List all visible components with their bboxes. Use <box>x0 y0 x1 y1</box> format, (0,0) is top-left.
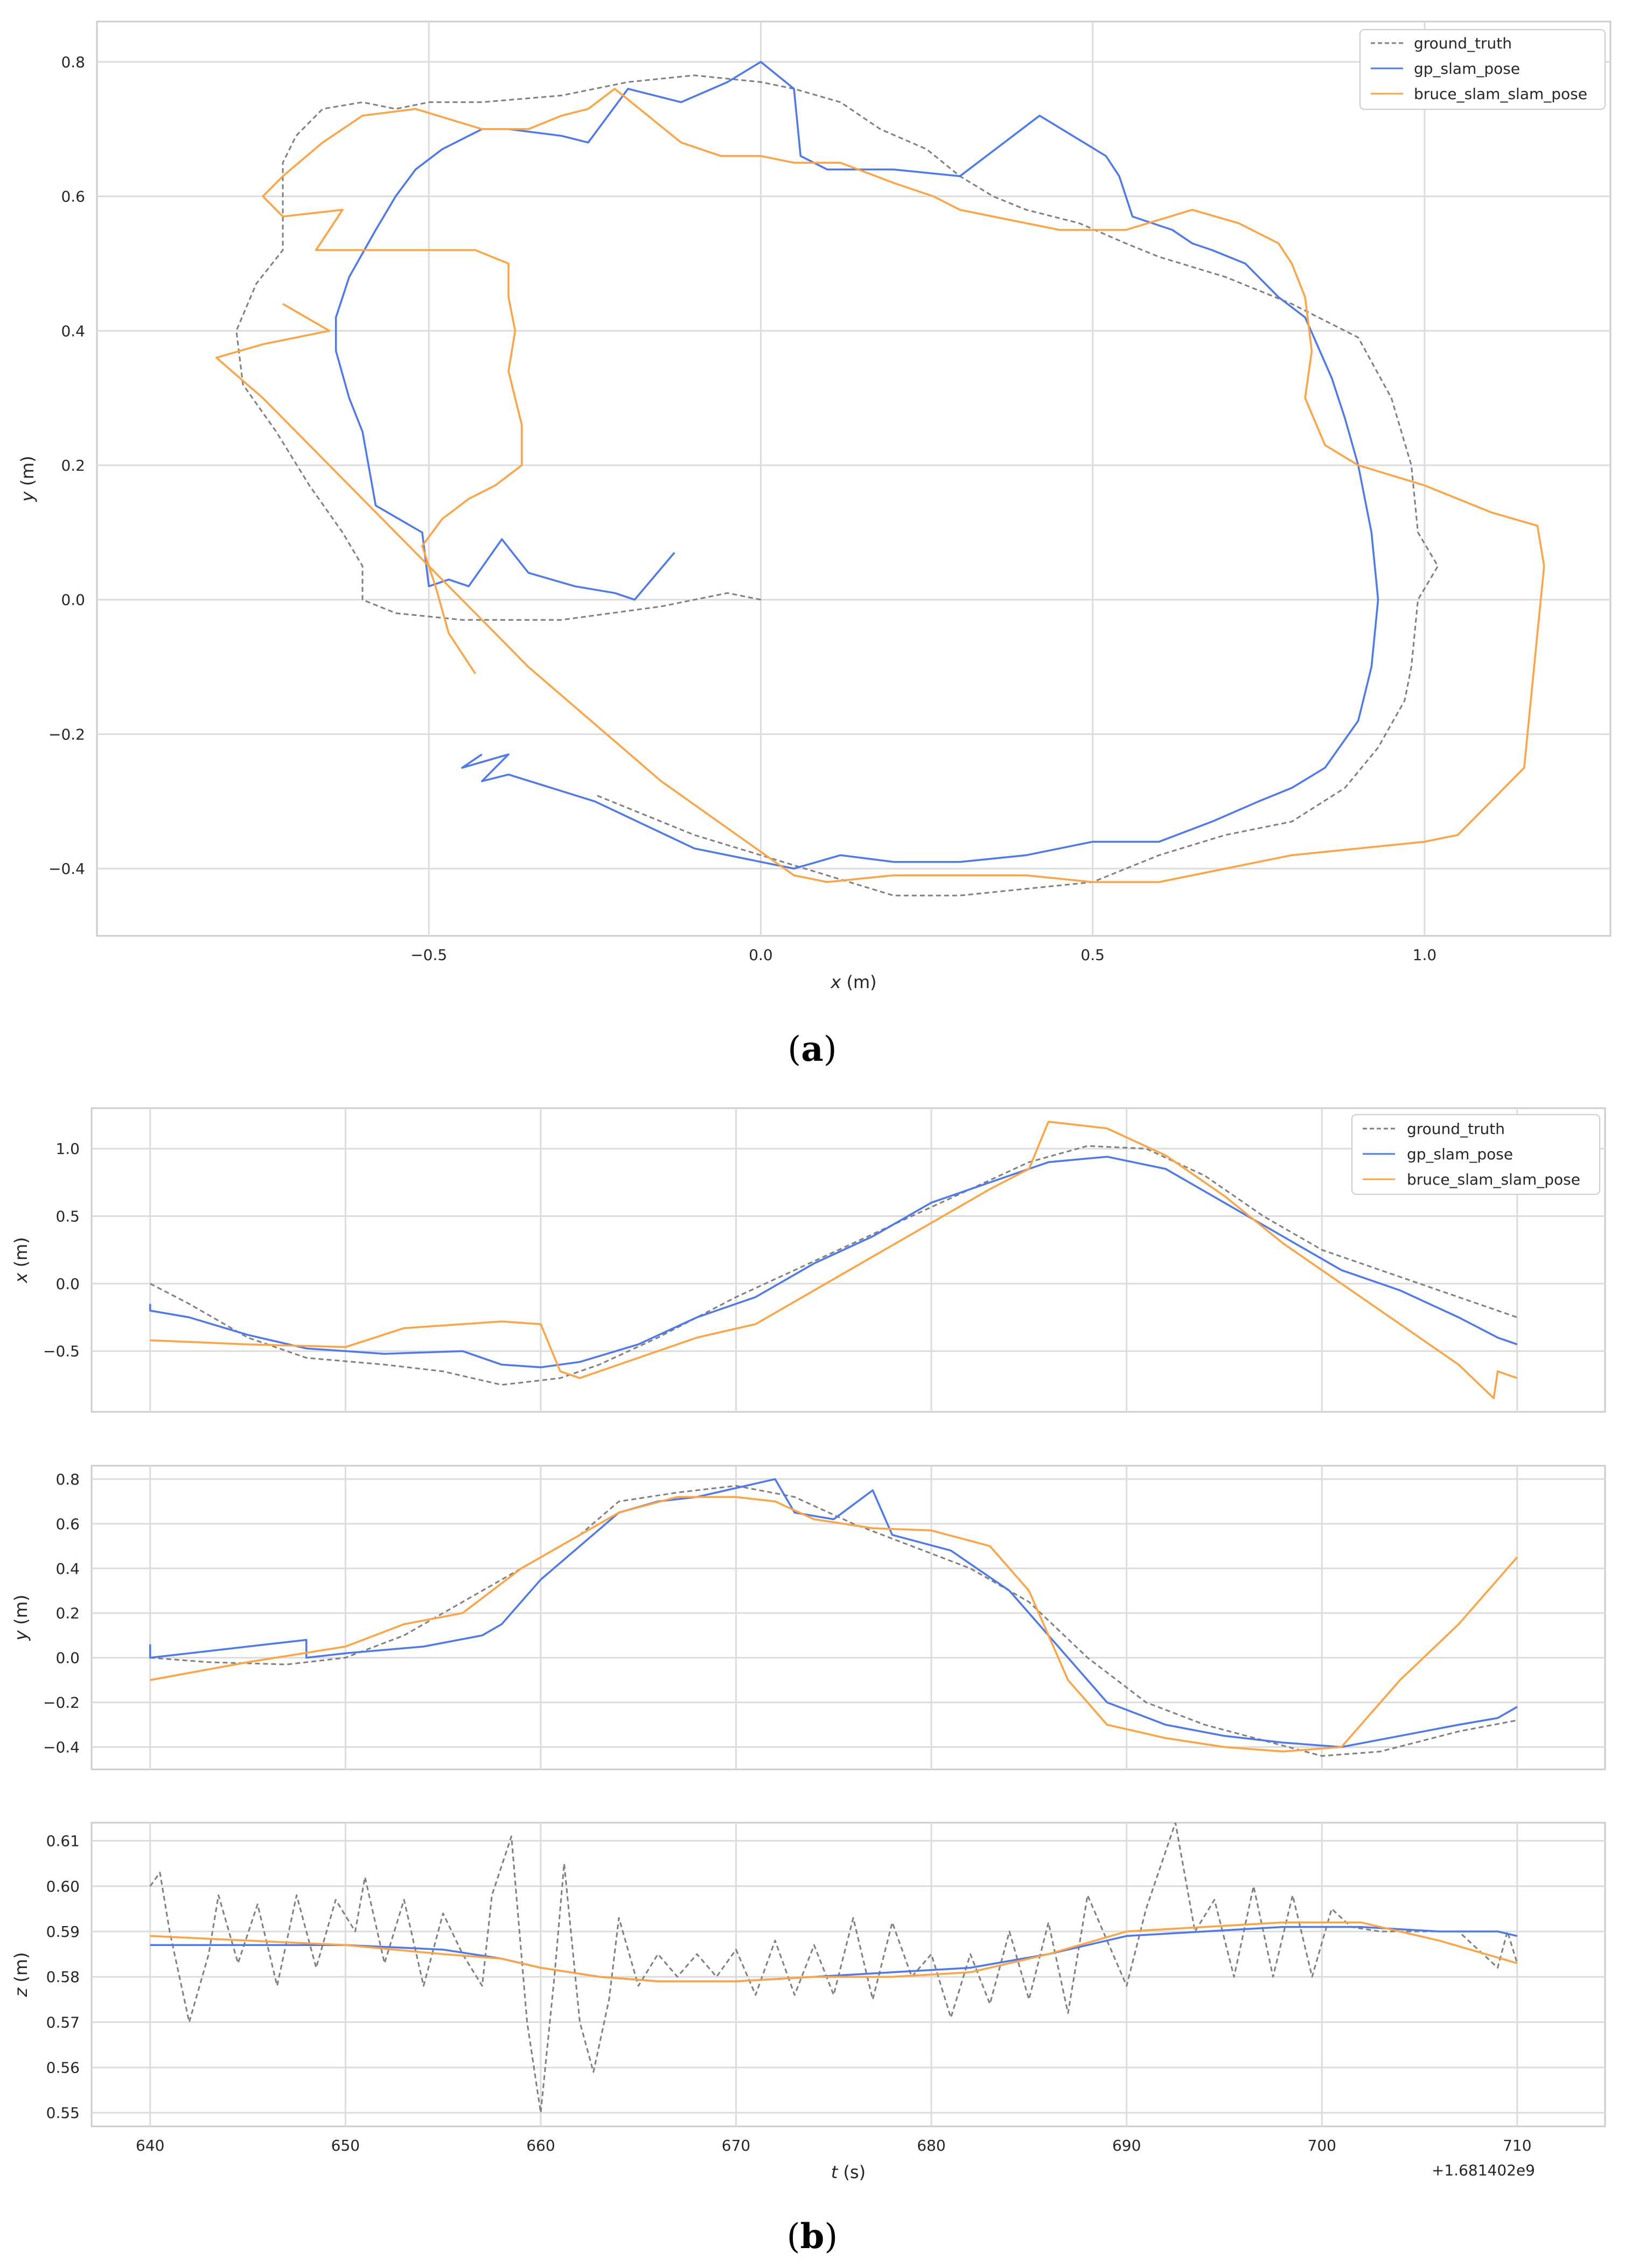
y-tick-label: −0.5 <box>43 1342 80 1360</box>
series-line-ground-truth <box>149 1823 1518 2114</box>
series-line-ground-truth <box>150 1485 1518 1757</box>
legend-bx: ground_truth gp_slam_pose bruce_slam_sla… <box>1351 1114 1600 1195</box>
legend-label-bruce-slam: bruce_slam_slam_pose <box>1407 1171 1580 1188</box>
t-offset-label: +1.681402e9 <box>1432 2161 1535 2179</box>
grid-a <box>97 22 1610 936</box>
caption-b: (b) <box>787 2216 838 2257</box>
legend-a: ground_truth gp_slam_pose bruce_slam_sla… <box>1359 29 1606 110</box>
y-tick-label: 0.56 <box>46 2059 80 2077</box>
x-axis-label-a: x (m) <box>830 972 876 992</box>
y-tick-label: −0.2 <box>48 725 85 743</box>
y-tick-label: 0.55 <box>46 2104 80 2122</box>
x-tick-label: 690 <box>1112 2137 1141 2154</box>
y-tick-label: 0.60 <box>46 1878 80 1895</box>
y-tick-label: −0.4 <box>48 860 85 878</box>
y-tick-label: 0.5 <box>55 1208 80 1226</box>
series-line-gp-slam-pose <box>149 1478 1518 1748</box>
legend-label-gp-slam-pose: gp_slam_pose <box>1407 1145 1513 1163</box>
y-tick-label: 0.8 <box>61 53 85 71</box>
series-a <box>215 61 1545 897</box>
legend-box-a <box>1359 29 1606 110</box>
y-tick-label: 0.2 <box>61 457 85 474</box>
x-axis-label-bz: t (s) <box>831 2162 866 2182</box>
grid-by <box>92 1466 1605 1769</box>
legend-label-ground-truth: ground_truth <box>1414 34 1512 52</box>
legend-label-bruce-slam: bruce_slam_slam_pose <box>1414 85 1587 103</box>
y-tick-label: 0.57 <box>46 2013 80 2031</box>
y-tick-label: 0.0 <box>55 1649 80 1667</box>
series-line-bruce-slam-slam-pose <box>150 1121 1518 1399</box>
panel-b-x-vs-t: −0.5 0.0 0.5 1.0 x (m) ground_truth gp_slam… <box>11 1107 1606 1413</box>
legend-label-ground-truth: ground_truth <box>1407 1120 1505 1138</box>
series-line-bruce-slam-slam-pose <box>150 1496 1518 1753</box>
ticks-by: −0.4 −0.2 0.0 0.2 0.4 0.6 0.8 <box>43 1471 80 1756</box>
x-tick-label: −0.5 <box>410 946 447 964</box>
y-axis-label-a: y (m) <box>17 456 38 502</box>
series-line-gp-slam-pose <box>334 61 1379 870</box>
series-line-ground-truth <box>150 1145 1518 1386</box>
x-tick-label: 650 <box>331 2137 360 2154</box>
y-tick-label: 0.4 <box>61 322 85 340</box>
y-tick-label: 0.4 <box>55 1560 80 1578</box>
ticks-bx: −0.5 0.0 0.5 1.0 <box>43 1140 80 1360</box>
x-tick-label: 0.0 <box>749 946 773 964</box>
panel-a-xy-trajectory: −0.5 0.0 0.5 1.0 −0.4 −0.2 0.0 0.2 0.4 0.6 0.8 x (… <box>17 20 1612 992</box>
panel-b-y-vs-t: −0.4 −0.2 0.0 0.2 0.4 0.6 0.8 y (m) <box>11 1465 1606 1770</box>
x-tick-label: 700 <box>1308 2137 1336 2154</box>
y-axis-label-bz: z (m) <box>11 1952 31 1997</box>
plot-area-by <box>90 1465 1606 1770</box>
legend-label-gp-slam-pose: gp_slam_pose <box>1414 60 1520 78</box>
series-line-gp-slam-pose <box>150 1926 1518 1983</box>
y-tick-label: 1.0 <box>55 1140 80 1158</box>
y-tick-label: 0.6 <box>61 188 85 206</box>
legend-box-bx <box>1351 1114 1600 1195</box>
y-tick-label: −0.2 <box>43 1694 80 1712</box>
x-tick-label: 660 <box>526 2137 555 2154</box>
y-axis-label-by: y (m) <box>11 1594 31 1641</box>
x-tick-label: 710 <box>1503 2137 1531 2154</box>
series-line-bruce-slam-slam-pose <box>215 88 1545 883</box>
y-tick-label: 0.59 <box>46 1923 80 1941</box>
ticks-bz: 640 650 660 670 680 690 700 710 0.55 0.56 0.57 0.58… <box>46 1832 1532 2154</box>
series-bx <box>149 1121 1518 1399</box>
y-tick-label: 0.0 <box>61 591 85 609</box>
x-tick-label: 680 <box>917 2137 945 2154</box>
x-tick-label: 1.0 <box>1413 946 1437 964</box>
y-tick-label: 0.2 <box>55 1605 80 1622</box>
panel-b-z-vs-t: 640 650 660 670 680 690 700 710 0.55 0.56 0.57 0.58… <box>11 1822 1606 2182</box>
y-tick-label: −0.4 <box>43 1739 80 1756</box>
y-tick-label: 0.6 <box>55 1515 80 1533</box>
series-line-gp-slam-pose <box>149 1156 1518 1369</box>
y-tick-label: 0.61 <box>46 1832 80 1850</box>
series-line-bruce-slam-slam-pose <box>150 1921 1518 1983</box>
ticks-a: −0.5 0.0 0.5 1.0 −0.4 −0.2 0.0 0.2 0.4 0.6 0.8 <box>48 53 1436 964</box>
series-bz <box>149 1823 1518 2114</box>
x-tick-label: 670 <box>722 2137 750 2154</box>
plot-area-a <box>96 20 1612 937</box>
series-by <box>149 1478 1518 1757</box>
y-tick-label: 0.8 <box>55 1471 80 1488</box>
y-tick-label: 0.58 <box>46 1968 80 1986</box>
grid-bz <box>92 1823 1605 2126</box>
caption-a: (a) <box>787 1029 836 1069</box>
y-tick-label: 0.0 <box>55 1275 80 1293</box>
y-axis-label-bx: x (m) <box>11 1237 31 1283</box>
x-tick-label: 0.5 <box>1080 946 1105 964</box>
x-tick-label: 640 <box>136 2137 164 2154</box>
